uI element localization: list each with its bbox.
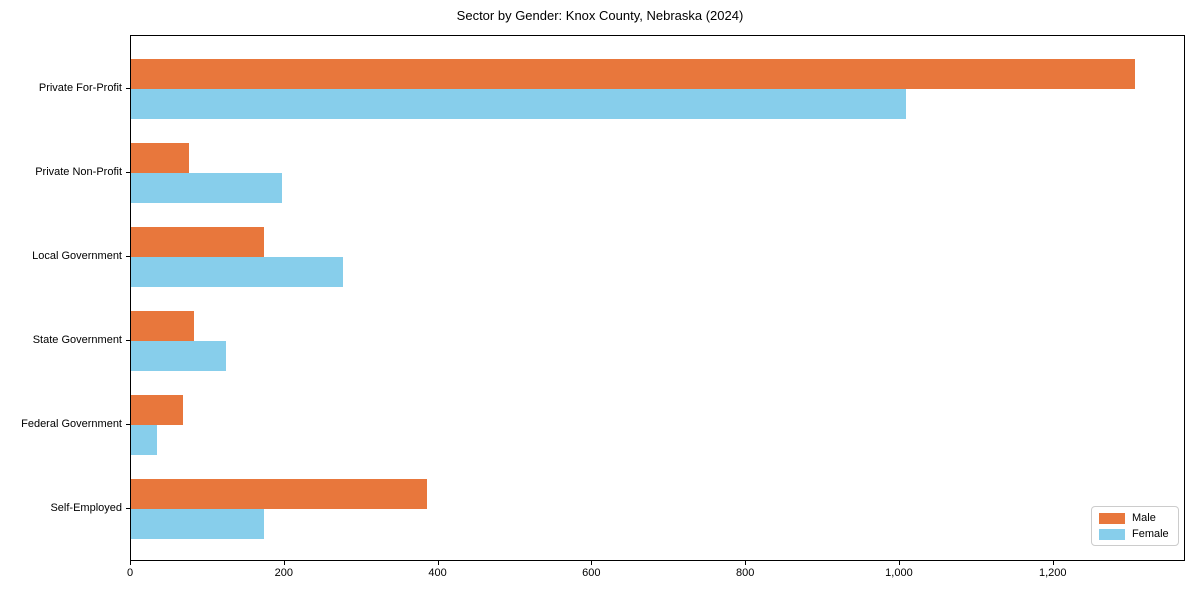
male-bar-4 <box>131 311 194 341</box>
y-tick-mark <box>126 424 130 425</box>
legend-swatch-male <box>1099 512 1125 524</box>
x-tick-label: 0 <box>126 567 134 579</box>
y-tick-label: Federal Government <box>21 418 122 430</box>
x-tick-label: 400 <box>428 567 447 579</box>
y-tick-label: Local Government <box>32 250 122 262</box>
legend-entry-female: Female <box>1099 528 1170 540</box>
y-tick-mark <box>126 88 130 89</box>
female-bar-2 <box>131 173 282 203</box>
legend-entry-male: Male <box>1099 512 1170 524</box>
y-tick-label: State Government <box>32 334 122 346</box>
y-tick-mark <box>126 340 130 341</box>
x-tick-label: 1,200 <box>1038 567 1067 579</box>
x-tick-mark <box>745 561 747 565</box>
x-tick-label: 1,000 <box>885 567 913 579</box>
x-tick-label: 800 <box>735 567 755 579</box>
x-tick-label: 200 <box>274 567 293 579</box>
male-bar-2 <box>131 143 189 173</box>
legend-swatch-female <box>1099 528 1125 540</box>
x-tick-mark <box>130 561 131 565</box>
y-tick-label: Private For-Profit <box>38 82 122 94</box>
female-bar-1 <box>131 89 906 119</box>
male-bar-6 <box>131 479 427 509</box>
x-tick-mark <box>898 561 900 565</box>
x-tick-label: 600 <box>582 567 601 579</box>
x-tick-mark <box>1052 561 1054 565</box>
legend-label-female: Female <box>1132 528 1169 540</box>
y-tick-mark <box>126 508 130 509</box>
male-bar-1 <box>131 59 1135 89</box>
y-tick-label: Self-Employed <box>50 502 122 514</box>
female-bar-3 <box>131 257 343 287</box>
female-bar-5 <box>131 425 157 455</box>
y-tick-label: Private Non-Profit <box>35 166 122 178</box>
x-tick-mark <box>437 561 439 565</box>
female-bar-6 <box>131 509 264 539</box>
male-bar-5 <box>131 395 183 425</box>
y-tick-mark <box>126 172 130 173</box>
male-bar-3 <box>131 227 264 257</box>
x-tick-mark <box>591 561 593 565</box>
plot-area <box>130 35 1185 561</box>
legend: Male Female <box>1091 506 1179 546</box>
y-tick-mark <box>126 256 130 257</box>
female-bar-4 <box>131 341 226 371</box>
chart-title: Sector by Gender: Knox County, Nebraska … <box>456 8 744 23</box>
legend-label-male: Male <box>1132 512 1156 524</box>
x-tick-mark <box>283 561 285 565</box>
